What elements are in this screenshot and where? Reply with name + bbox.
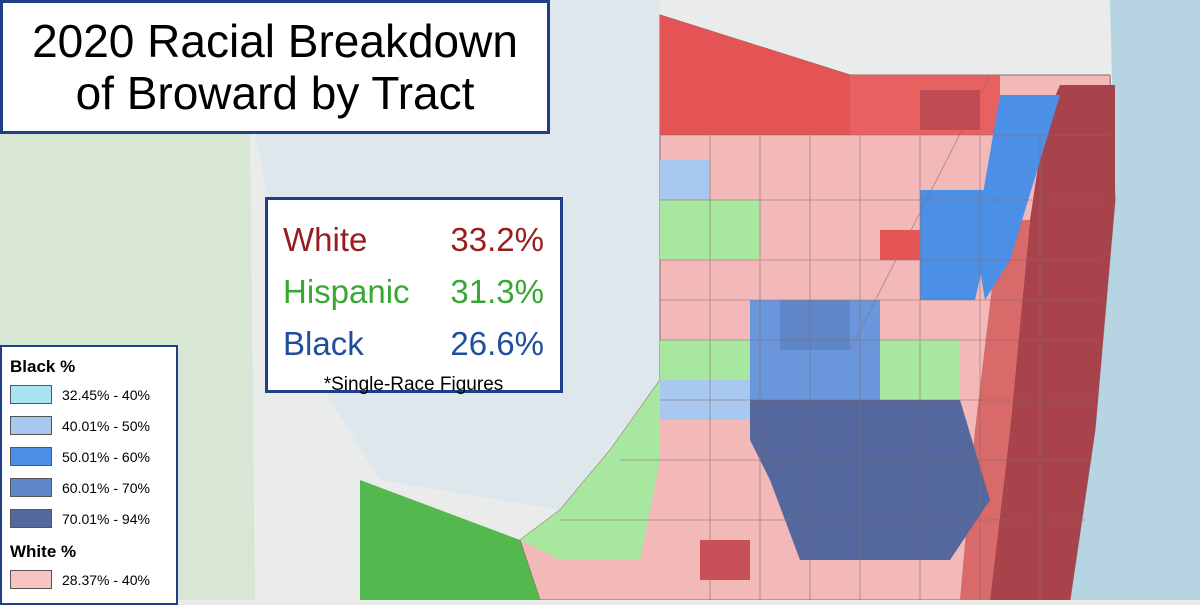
atlantic-ocean [1070,0,1200,600]
title-line-2: of Broward by Tract [75,67,475,119]
stats-footnote: *Single-Race Figures [323,374,504,395]
stat-value-hispanic: 31.3% [450,273,544,310]
legend-heading-white: White % [10,542,77,561]
tract-white-high-3 [880,230,920,260]
legend-swatch [10,570,52,589]
legend-heading-black: Black % [10,357,76,376]
legend-label: 60.01% - 70% [62,479,150,496]
legend-label: 28.37% - 40% [62,571,150,588]
legend-item-black-3: 50.01% - 60% [10,441,176,472]
tract-black-light-2 [660,160,710,200]
population-stats-box: White 33.2% Hispanic 31.3% Black 26.6% *… [265,197,563,395]
stat-value-white: 33.2% [450,221,544,258]
title-box: 2020 Racial Breakdown of Broward by Trac… [0,0,550,134]
legend-swatch [10,509,52,528]
stat-label-black: Black [283,325,364,362]
legend-swatch [10,416,52,435]
legend-swatch [10,447,52,466]
legend-label: 40.01% - 50% [62,417,150,434]
stat-row-white: White 33.2% [283,214,544,266]
stat-row-hispanic: Hispanic 31.3% [283,266,544,318]
legend-label: 50.01% - 60% [62,448,150,465]
legend-item-black-2: 40.01% - 50% [10,410,176,441]
legend-label: 70.01% - 94% [62,510,150,527]
map-legend: Black % 32.45% - 40% 40.01% - 50% 50.01%… [0,345,178,605]
tract-white-very-high-2 [700,540,750,580]
legend-item-black-5: 70.01% - 94% [10,503,176,534]
stat-label-white: White [283,221,368,258]
title-line-1: 2020 Racial Breakdown [32,15,518,67]
tract-coast-white-very-high [990,85,1115,600]
legend-swatch [10,385,52,404]
legend-item-white-1: 28.37% - 40% [10,564,176,595]
stat-label-hispanic: Hispanic [283,273,410,310]
tract-black-high-2 [780,300,850,350]
stat-value-black: 26.6% [450,325,544,362]
tract-west-hispanic-light [520,380,660,560]
tract-black-corridor [975,95,1060,300]
legend-label: 32.45% - 40% [62,386,150,403]
legend-swatch [10,478,52,497]
tract-white-very-high-1 [920,90,980,130]
tract-west-hispanic-high [360,480,540,600]
legend-item-black-4: 60.01% - 70% [10,472,176,503]
legend-item-black-1: 32.45% - 40% [10,379,176,410]
tract-hispanic-3 [860,340,960,400]
tract-north-white-high [660,15,850,135]
stat-row-black: Black 26.6% [283,318,544,370]
